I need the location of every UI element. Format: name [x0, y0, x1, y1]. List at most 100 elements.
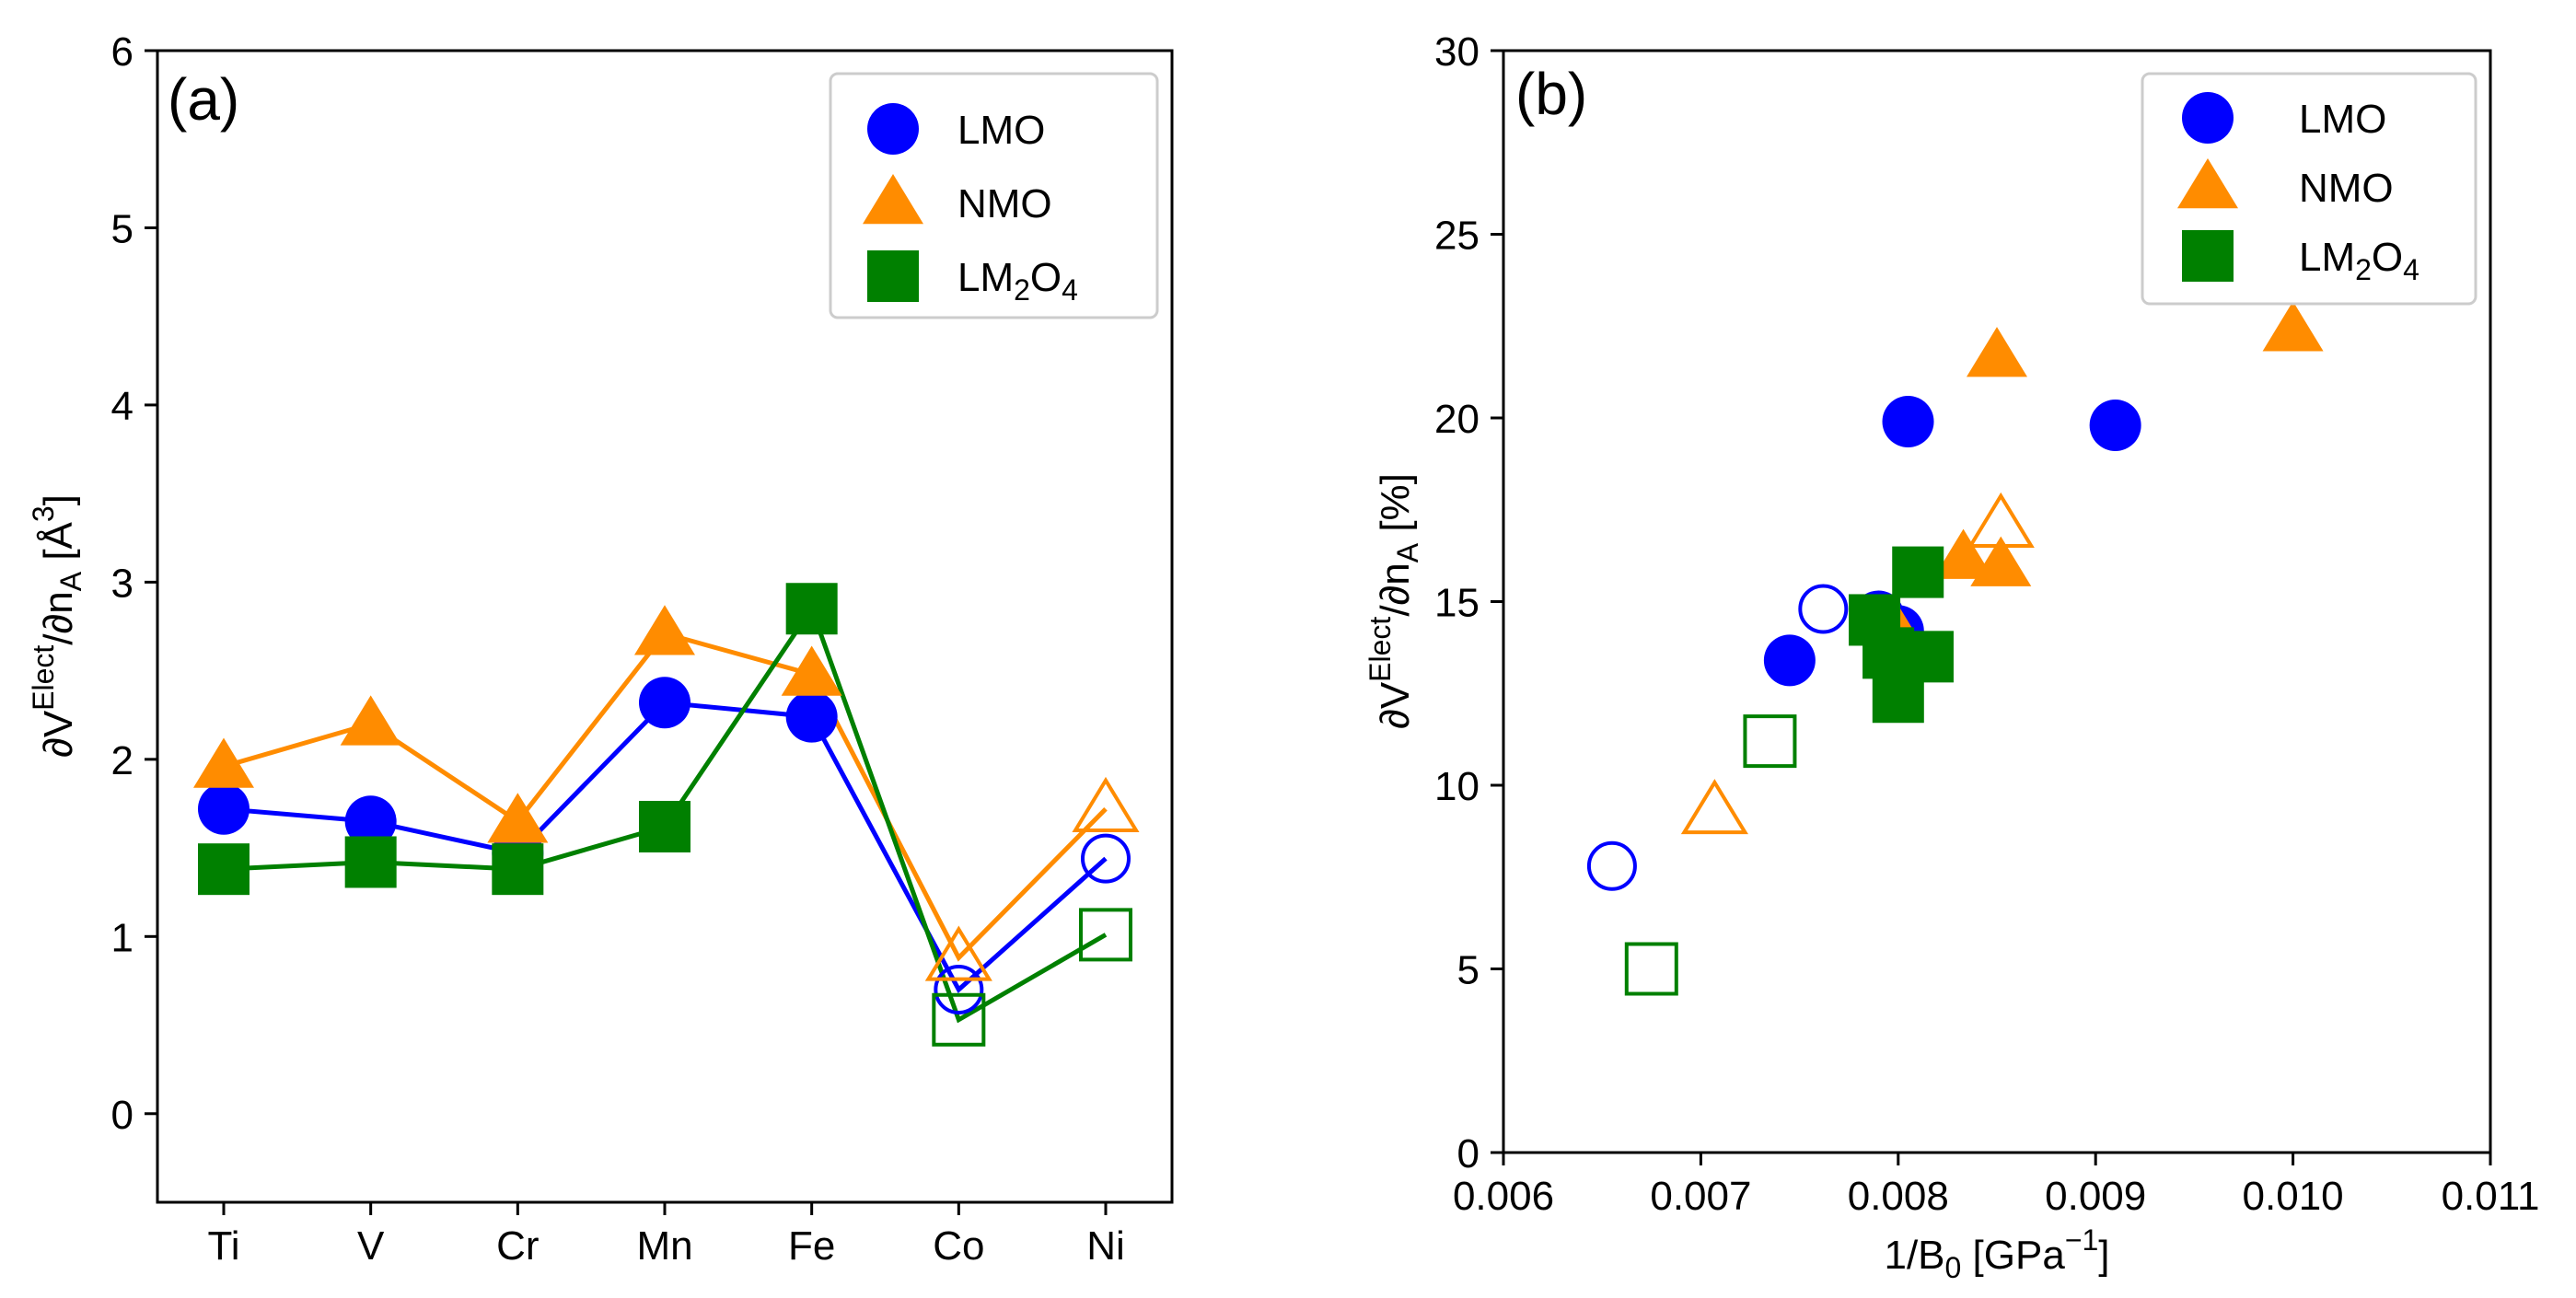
legend-label-part: 4	[1062, 273, 1078, 307]
panel-a-nmo-point	[193, 737, 254, 788]
panel-b-xlabel-close: ]	[2098, 1233, 2109, 1278]
panel-b-y-tick-label: 15	[1434, 581, 1479, 626]
panel-a-legend-lmo-marker	[867, 103, 919, 155]
panel-b-legend-lmo-marker	[2182, 92, 2234, 144]
legend-label-part: 2	[1014, 273, 1030, 307]
panel-b-legend-lm2o4-marker	[2182, 230, 2234, 282]
panel-b-x-tick-label: 0.011	[2442, 1174, 2540, 1219]
panel-a-legend-nmo-marker	[863, 174, 923, 225]
legend-label-part: 4	[2403, 253, 2419, 286]
panel-a-legend: LMO NMO LM2O4	[829, 72, 1159, 319]
panel-b-lm2o4-point	[1892, 546, 1944, 598]
panel-b-xlabel-sup: −1	[2065, 1223, 2098, 1257]
panel-b-y-tick-label: 5	[1457, 948, 1479, 993]
panel-a-ylabel-mid: /∂n	[36, 591, 81, 644]
panel-a-nmo-point	[1072, 776, 1140, 832]
panel-a-ylabel-sub: A	[54, 571, 87, 591]
panel-b-nmo-point	[1932, 528, 1994, 579]
panel-b-xlabel-main: 1/B	[1884, 1233, 1944, 1278]
panel-a-y-tick-label: 5	[111, 206, 133, 251]
panel-a-y-tick-label: 6	[111, 29, 133, 75]
panel-a-lmo-point	[198, 782, 249, 835]
panel-a-nmo-point	[634, 605, 695, 655]
panel-a-y-tick-label: 2	[111, 738, 133, 783]
panel-b-lmo-point	[1586, 840, 1637, 891]
panel-a-lm2o4-point	[932, 992, 986, 1047]
panel-a-legend-nmo-label: NMO	[957, 181, 1052, 226]
panel-a-lm2o4-point	[344, 836, 397, 888]
panel-b-series-markers	[1586, 301, 2324, 996]
panel-b-y-axis-label: ∂VElect/∂nA [%]	[1363, 473, 1424, 729]
panel-a-lmo-point	[785, 690, 838, 743]
panel-a-x-tick-label: Fe	[788, 1223, 835, 1269]
panel-a-ylabel-sup: Elect	[27, 645, 60, 711]
panel-b-x-tick-label: 0.006	[1453, 1174, 1554, 1219]
panel-a-nmo-point	[924, 925, 992, 981]
panel-a-nmo-point	[781, 645, 842, 696]
panel-b-legend-lmo-label: LMO	[2299, 97, 2386, 142]
panel-b-nmo-point	[1970, 536, 2032, 586]
panel-a-lmo-point	[1081, 833, 1131, 884]
panel-a-y-tick-label: 3	[111, 561, 133, 606]
panel-a-nmo-point	[340, 695, 401, 746]
panel-a-lm2o4-point	[198, 843, 249, 896]
panel-a-ticks: 0 1 2 3 4 5 6 Ti V Cr Mn Fe Co Ni	[111, 29, 1125, 1269]
panel-a-x-tick-label: Cr	[496, 1223, 539, 1269]
panel-b-ticks: 0 5 10 15 20 25 30 0.006 0.007 0.008 0.009 0.010 0.0…	[1434, 29, 2539, 1219]
panel-a-nmo-point	[487, 793, 549, 843]
legend-label-part: O	[2372, 235, 2403, 280]
panel-a-ylabel-close: ]	[36, 494, 81, 505]
panel-b-y-tick-label: 10	[1434, 764, 1479, 809]
panel-b-lm2o4-point	[1624, 942, 1678, 996]
panel-b-ylabel-mid: /∂n	[1373, 562, 1418, 616]
panel-a-x-tick-label: V	[357, 1223, 385, 1269]
panel-b-lm2o4-point	[1872, 671, 1924, 724]
panel-b-x-tick-label: 0.009	[2045, 1174, 2146, 1219]
panel-b-nmo-point	[1680, 779, 1748, 835]
panel-a-y-tick-label: 4	[111, 384, 133, 429]
panel-a-ylabel-unit: [Å	[36, 521, 81, 571]
panel-b-lmo-point	[1882, 395, 1934, 447]
panel-a-lmo-point	[934, 965, 984, 1015]
panel-b-nmo-point	[1967, 492, 2035, 548]
panel-b-x-axis-label: 1/B0 [GPa−1]	[1884, 1223, 2109, 1284]
panel-a-legend-lm2o4-marker	[867, 250, 919, 302]
panel-a-x-tick-label: Ni	[1086, 1223, 1125, 1269]
panel-a-x-tick-label: Co	[933, 1223, 984, 1269]
panel-b-lmo-point	[1798, 584, 1849, 634]
panel-b-y-tick-label: 0	[1457, 1131, 1479, 1176]
legend-label-part: 2	[2355, 253, 2372, 286]
panel-a-lm2o4-point	[785, 583, 838, 635]
panel-a-x-tick-label: Ti	[207, 1223, 239, 1269]
panel-b-xlabel-unit: [GPa	[1961, 1233, 2065, 1278]
panel-a-y-axis-label: ∂VElect/∂nA [Å3]	[27, 494, 87, 758]
panel-b-ylabel-sub: A	[1391, 542, 1424, 562]
panel-b-legend-nmo-label: NMO	[2299, 166, 2394, 211]
panel-a-ylabel-main: ∂V	[36, 710, 81, 758]
panel-b-legend-lm2o4-label: LM2O4	[2299, 235, 2419, 286]
panel-a-lm2o4-point	[1079, 908, 1132, 962]
panel-b-xlabel-sub: 0	[1945, 1251, 1962, 1284]
panel-a-legend-lm2o4-label: LM2O4	[957, 255, 1078, 307]
panel-b-ylabel-main: ∂V	[1373, 681, 1418, 729]
legend-label-part: LM	[957, 255, 1014, 300]
panel-b-x-tick-label: 0.010	[2243, 1174, 2344, 1219]
legend-label-part: LM	[2299, 235, 2355, 280]
panel-b-label: (b)	[1515, 61, 1587, 127]
panel-b-ylabel-unit: [%]	[1373, 473, 1418, 543]
panel-a-lm2o4-point	[492, 843, 544, 896]
panel-b-x-tick-label: 0.008	[1848, 1174, 1949, 1219]
panel-a-lmo-point	[344, 795, 397, 848]
panel-b-y-tick-label: 30	[1434, 29, 1479, 75]
panel-b-nmo-point	[2262, 301, 2324, 352]
panel-a-legend-lmo-label: LMO	[957, 108, 1045, 153]
panel-b-legend-nmo-marker	[2177, 158, 2238, 209]
panel-a-y-tick-label: 1	[111, 915, 133, 960]
panel-b-y-tick-label: 25	[1434, 214, 1479, 259]
panel-b-y-tick-label: 20	[1434, 397, 1479, 442]
panel-a-y-tick-label: 0	[111, 1093, 133, 1138]
panel-b-nmo-point	[1967, 327, 2027, 377]
